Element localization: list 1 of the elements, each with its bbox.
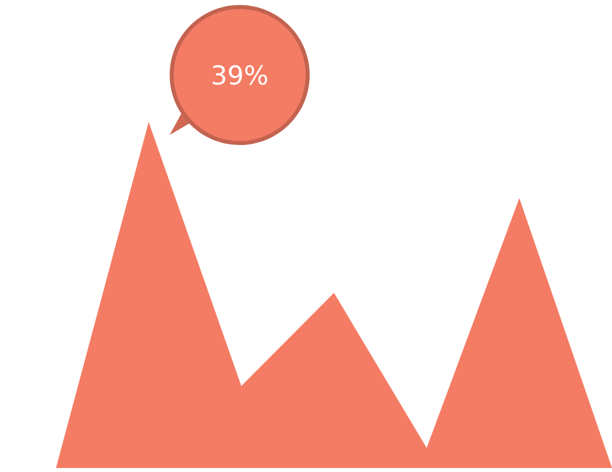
text: 39% (212, 65, 268, 85)
